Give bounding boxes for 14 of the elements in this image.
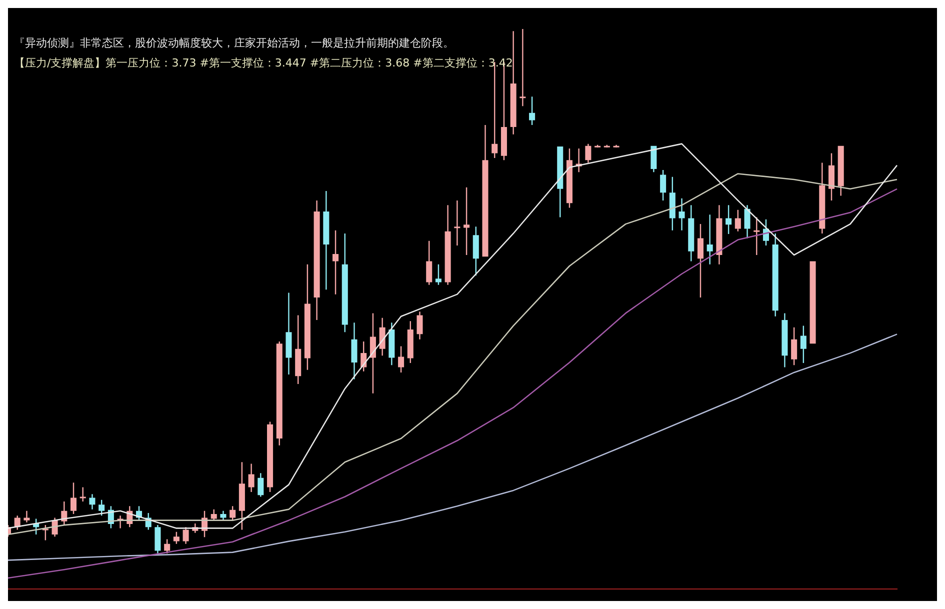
annotation: 『异动侦测』非常态区，股价波动幅度较大，庄家开始活动，一般是拉升前期的建仓阶段。 [14,36,454,50]
annotation: 【压力/支撑解盘】第一压力位：3.73 #第一支撑位：3.447 #第二压力位：3.68 #第二支撑位：3.42 [14,56,513,70]
candlestick [454,200,460,246]
candlestick [706,214,713,264]
candlestick [678,198,685,230]
candlestick [482,124,488,257]
candlestick [24,510,30,522]
candlestick [286,292,292,375]
candlestick [323,191,330,290]
candlestick [520,28,526,106]
candlestick [248,464,254,492]
candlestick [510,31,516,134]
candlestick [416,312,423,340]
candlestick [351,322,358,380]
